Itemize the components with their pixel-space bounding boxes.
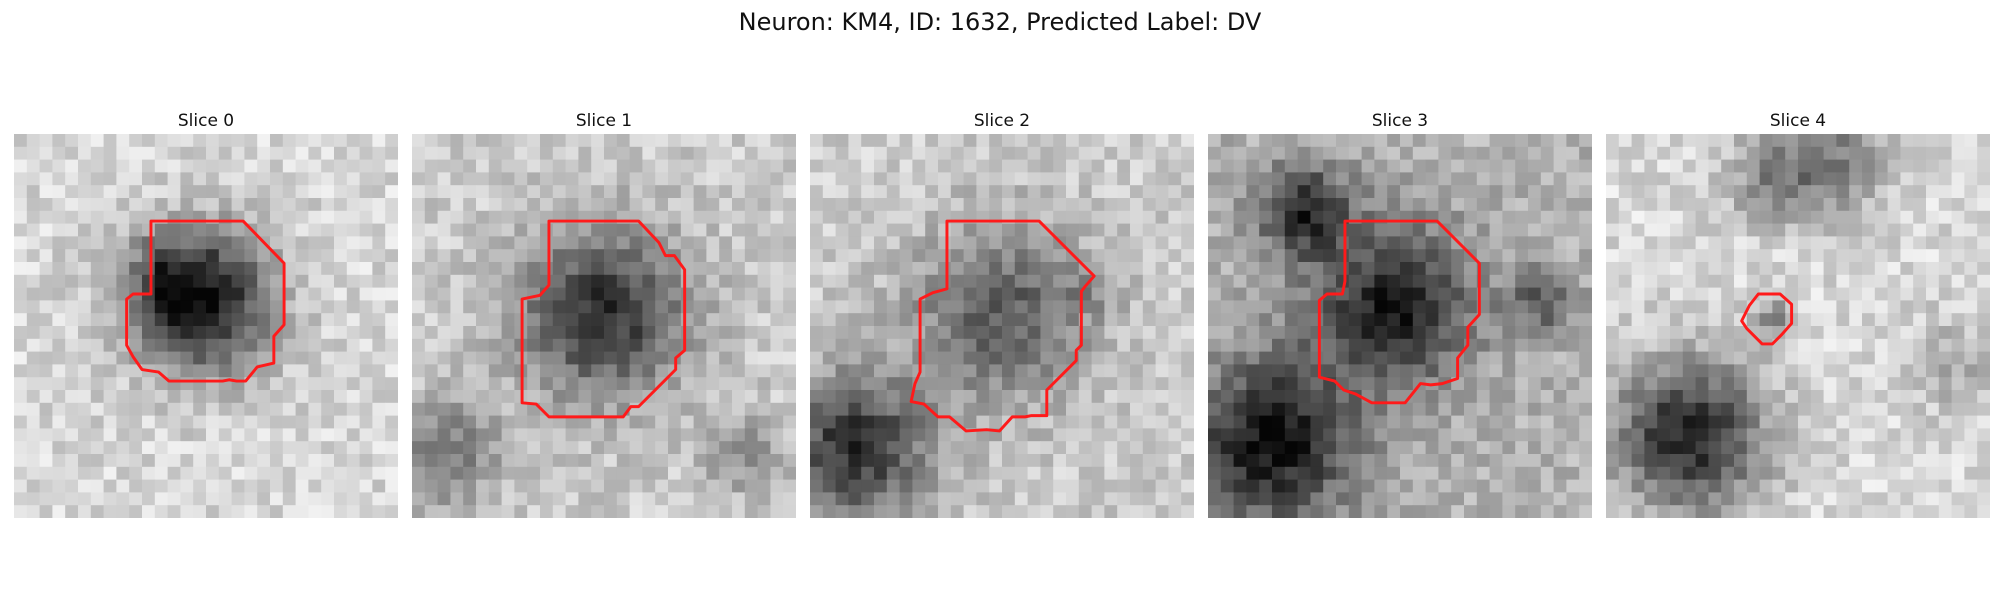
segmentation-contour: [125, 219, 286, 383]
segmentation-contour: [1317, 219, 1481, 405]
slice-panel-3: Slice 3: [1208, 108, 1592, 518]
slice-panel-4: Slice 4: [1606, 108, 1990, 518]
slice-image-1: [412, 134, 796, 518]
slice-image-0: [14, 134, 398, 518]
figure-title: Neuron: KM4, ID: 1632, Predicted Label: …: [738, 8, 1262, 36]
slice-title: Slice 0: [177, 111, 235, 131]
segmentation-contour: [520, 219, 687, 419]
slice-panel-0: Slice 0: [14, 108, 398, 518]
slice-panel-1: Slice 1: [412, 108, 796, 518]
segmentation-contour: [909, 219, 1096, 433]
slice-image-4: [1606, 134, 1990, 518]
slice-image-3: [1208, 134, 1592, 518]
slice-panel-2: Slice 2: [810, 108, 1194, 518]
slice-image-2: [810, 134, 1194, 518]
segmentation-contour: [1740, 292, 1794, 346]
slice-title: Slice 3: [1371, 111, 1429, 131]
slice-title: Slice 1: [575, 111, 633, 131]
slice-title: Slice 4: [1769, 111, 1827, 131]
slice-title: Slice 2: [973, 111, 1031, 131]
